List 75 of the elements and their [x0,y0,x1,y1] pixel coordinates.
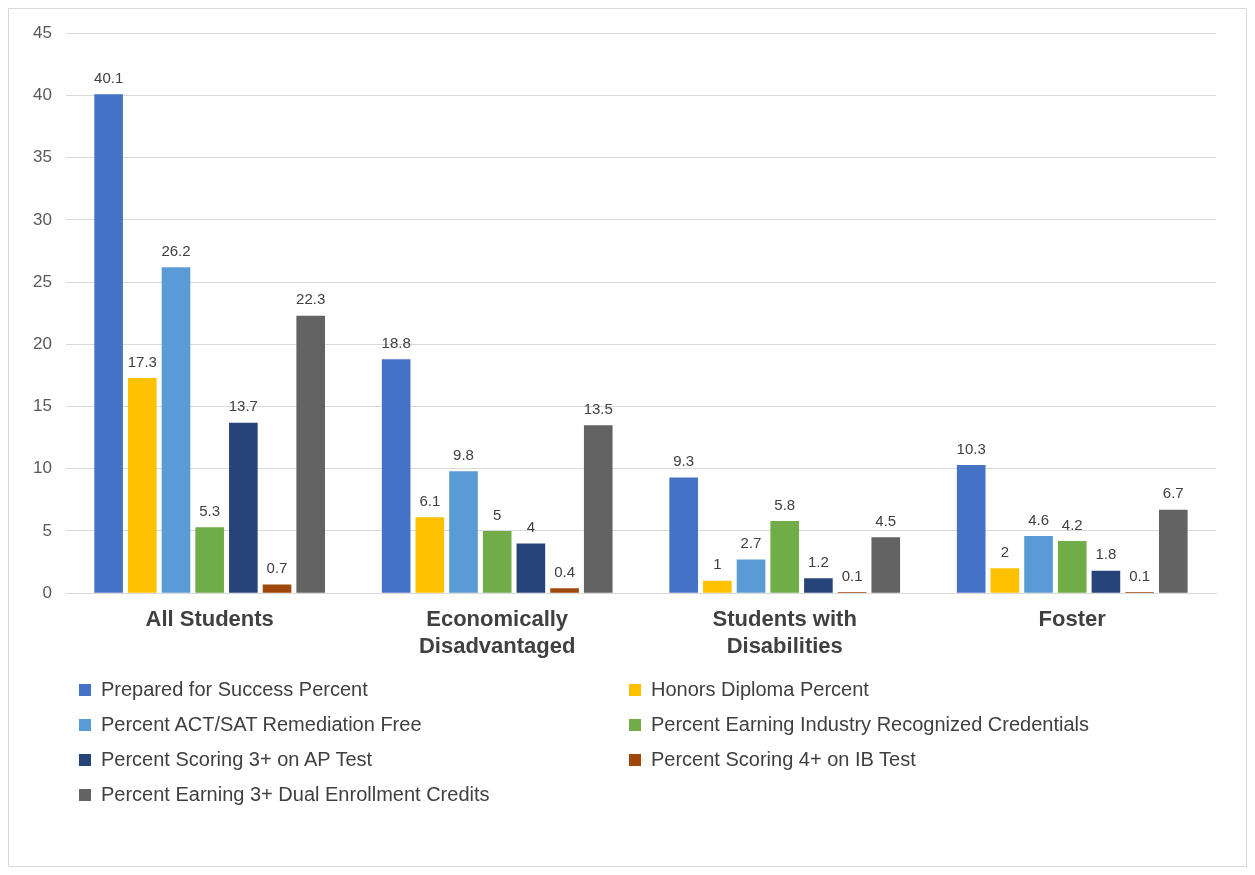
bar [449,471,478,593]
data-label: 13.7 [228,397,258,415]
legend-label: Percent Earning Industry Recognized Credentials [651,713,1090,736]
data-label: 4.5 [875,511,897,529]
data-label: 5.3 [199,501,221,519]
bar [127,377,157,593]
data-label: 1.8 [1095,545,1117,563]
data-label: 0.7 [266,559,288,577]
bar [516,543,546,593]
data-label: 4.6 [1028,510,1049,528]
bar [770,521,800,593]
bar [195,527,224,593]
bar [1057,540,1087,593]
y-tick-label: 35 [32,147,52,167]
bar [550,588,579,593]
data-label: 13.5 [583,399,613,417]
y-tick-label: 25 [32,271,52,291]
data-label: 22.3 [296,290,326,308]
bar [956,465,986,593]
bar [482,530,512,593]
data-label: 5.8 [774,495,796,513]
data-label: 6.7 [1162,484,1184,502]
x-tick-label: Economically Disadvantaged [418,606,576,658]
data-label: 0.1 [1129,566,1151,584]
x-tick-label: Foster [1038,606,1107,632]
data-label: 10.3 [956,439,986,457]
legend-label: Honors Diploma Percent [651,678,869,701]
data-label: 4.2 [1061,515,1083,533]
y-tick-label: 40 [32,85,52,105]
bar [1091,570,1121,593]
bar [229,422,258,593]
legend-label: Percent Scoring 4+ on IB Test [651,748,916,771]
data-label: 1 [713,555,722,573]
bar [94,94,123,593]
data-label: 2 [1000,542,1010,560]
bar [871,537,901,593]
data-label: 4 [526,518,536,536]
y-tick-label: 5 [42,520,52,540]
bar [262,584,292,593]
data-label: 9.8 [453,445,474,463]
data-label: 26.2 [161,241,191,259]
data-label: 17.3 [127,352,157,370]
bar [1024,535,1053,593]
x-tick-label: Students with Disabilities [712,606,857,658]
y-tick-label: 0 [42,582,52,602]
bar [381,359,411,593]
legend-label: Percent Scoring 3+ on AP Test [101,748,373,771]
bar [804,578,833,593]
bar [669,477,698,593]
bar [736,559,766,593]
data-label: 18.8 [381,333,411,351]
bar [1158,509,1188,593]
data-label: 40.1 [94,68,124,86]
y-tick-label: 45 [32,22,52,42]
y-tick-label: 15 [32,396,52,416]
data-label: 1.2 [807,552,829,570]
data-label: 5 [493,505,502,523]
data-label: 2.7 [740,534,762,552]
bar [703,580,732,593]
legend-label: Prepared for Success Percent [101,678,368,701]
data-label: 9.3 [673,452,695,470]
bar [583,425,613,593]
bar [990,568,1020,593]
x-tick-label: All Students [145,606,274,632]
y-tick-label: 30 [32,209,52,229]
bar [161,267,191,593]
bar [296,315,326,593]
y-tick-label: 20 [32,334,52,353]
legend-label: Percent Earning 3+ Dual Enrollment Credits [101,783,490,806]
legend-label: Percent ACT/SAT Remediation Free [101,713,422,736]
y-tick-label: 10 [32,458,52,478]
data-label: 0.1 [841,566,863,584]
data-label: 6.1 [419,491,441,509]
data-label: 0.4 [554,562,575,580]
bar [415,517,445,593]
